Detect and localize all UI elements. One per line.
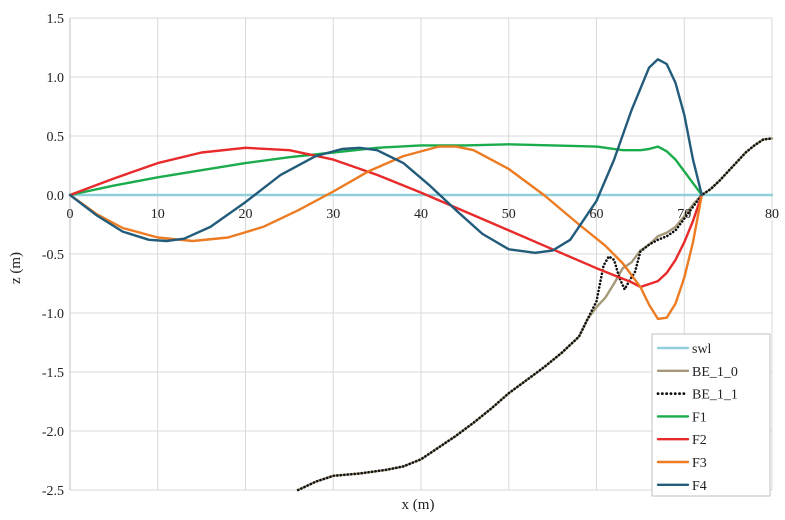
series-line-f1 (68, 143, 703, 197)
series-line-f4 (68, 58, 703, 255)
x-tick-label: 0 (67, 207, 74, 222)
y-tick-label: -1.0 (42, 307, 64, 322)
legend-label-f3: F3 (692, 456, 707, 471)
series-line-be-1-1 (296, 137, 774, 492)
y-tick-label: 1.5 (47, 12, 65, 27)
legend-label-f1: F1 (692, 410, 707, 425)
x-tick-label: 40 (414, 207, 428, 222)
x-tick-label: 10 (151, 207, 165, 222)
y-tick-label: 0.5 (47, 130, 65, 145)
legend-label-swl: swl (692, 342, 712, 357)
x-tick-label: 70 (677, 207, 691, 222)
y-tick-label: -2.5 (42, 484, 64, 499)
x-tick-label: 60 (590, 207, 604, 222)
y-tick-label: 1.0 (47, 71, 65, 86)
legend-label-be-1-1: BE_1_1 (692, 388, 738, 403)
legend-label-f4: F4 (692, 479, 707, 494)
legend: swl BE_1_0 BE_1_1 F1 F2 F3 F4 (651, 333, 771, 497)
legend-label-f2: F2 (692, 433, 707, 448)
y-tick-label: 0.0 (47, 189, 65, 204)
legend-box (651, 333, 771, 497)
series-line-f2 (68, 146, 703, 289)
series-lines (68, 58, 774, 492)
y-tick-label: -1.5 (42, 366, 64, 381)
x-tick-label: 50 (502, 207, 516, 222)
y-tick-label: -0.5 (42, 248, 64, 263)
y-axis-label: z (m) (8, 252, 24, 284)
y-tick-label: -2.0 (42, 425, 64, 440)
x-tick-label: 30 (326, 207, 340, 222)
tick-labels: 1.5 1.0 0.5 0.0 -0.5 -1.0 -1.5 -2.0 -2.5 0 10 20 30 4… (42, 12, 779, 499)
x-tick-label: 20 (239, 207, 253, 222)
x-axis-label: x (m) (402, 497, 435, 513)
legend-label-be-1-0: BE_1_0 (692, 365, 738, 380)
series-line-f3 (68, 145, 703, 321)
x-tick-label: 80 (765, 207, 779, 222)
